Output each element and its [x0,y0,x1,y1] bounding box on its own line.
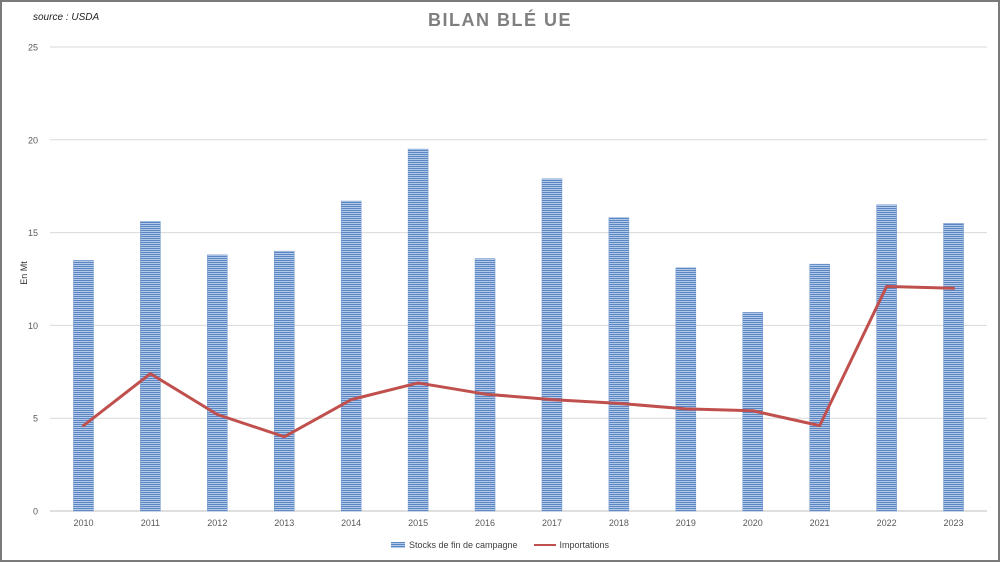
bar [943,223,964,512]
legend-label-imports: Importations [559,540,610,550]
x-tick-label: 2023 [944,518,964,528]
bar [809,263,830,512]
legend-item-imports: Importations [533,540,610,550]
bar [474,258,496,512]
bar [340,200,362,512]
bar-series [73,148,964,512]
legend-swatch-bar [390,542,405,548]
bar [73,260,94,512]
axis-ticks: 0 5 10 15 20 25 2010 2011 2012 2013 2014 2015 2016 20… [28,43,964,529]
x-tick-label: 2021 [810,518,830,528]
x-tick-label: 2013 [274,518,294,528]
importations-line [81,284,956,439]
x-tick-label: 2016 [475,518,495,528]
bar [207,254,228,512]
source-note: source : USDA [33,12,100,23]
bar [608,217,630,512]
x-tick-label: 2017 [542,518,562,528]
y-tick-label: 15 [28,228,38,238]
y-tick-label: 0 [33,507,38,517]
legend-item-stocks: Stocks de fin de campagne [390,540,518,550]
x-tick-label: 2018 [609,518,629,528]
y-tick-label: 10 [28,321,38,331]
y-tick-label: 25 [28,43,38,53]
y-tick-label: 20 [28,135,38,145]
line-series [81,284,956,439]
x-tick-label: 2012 [207,518,227,528]
x-tick-label: 2019 [676,518,696,528]
x-tick-label: 2022 [877,518,897,528]
chart-title: BILAN BLÉ UE [428,10,572,30]
bar [541,178,563,512]
x-tick-label: 2014 [341,518,361,528]
bar [876,204,897,512]
bar [407,148,429,512]
x-tick-label: 2015 [408,518,428,528]
legend-label-stocks: Stocks de fin de campagne [408,540,518,550]
bar [675,267,697,512]
legend: Stocks de fin de campagne Importations [0,540,1000,550]
y-tick-label: 5 [33,414,38,424]
gridlines [50,46,987,512]
x-tick-label: 2020 [743,518,763,528]
legend-swatch-line [533,544,556,546]
x-tick-label: 2010 [73,518,93,528]
bar [274,250,295,512]
x-tick-label: 2011 [141,518,160,528]
bar [140,221,161,512]
